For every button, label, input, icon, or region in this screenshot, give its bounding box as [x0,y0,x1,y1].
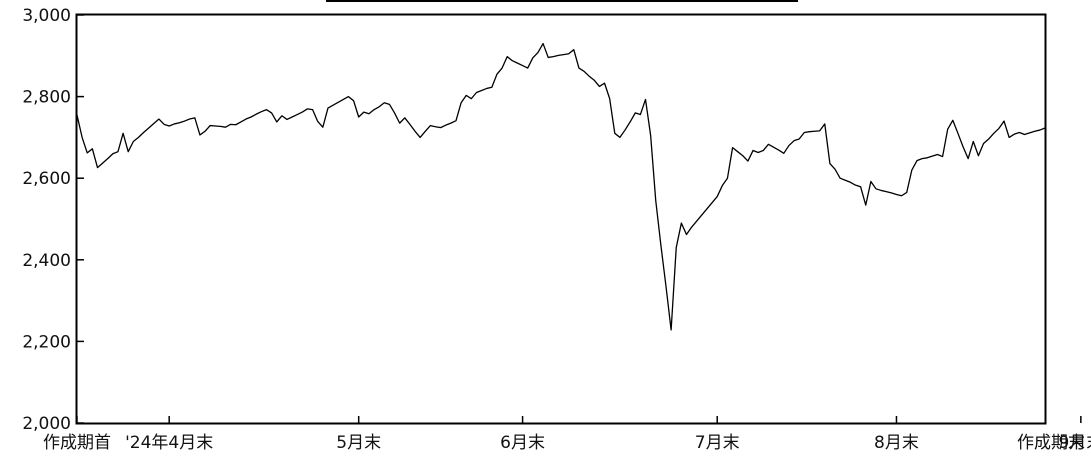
x-tick-label: 7月末 [695,433,740,453]
x-tick-label: '24年4月末 [125,433,213,453]
y-tick-label: 2,400 [22,251,71,271]
price-series-line [76,42,1046,331]
x-tick-label: 作成期首 [43,433,111,453]
x-tick-label: 作成期末 [1017,433,1085,453]
x-tick-label: 8月末 [874,433,919,453]
y-tick-label: 2,600 [22,169,71,189]
plot-area-frame [75,13,1047,425]
y-tick-label: 3,000 [22,6,71,26]
y-tick-label: 2,000 [22,414,71,434]
x-tick-label: 6月末 [500,433,545,453]
y-tick-label: 2,800 [22,88,71,108]
y-tick-label: 2,200 [22,332,71,352]
y-axis-ticks: 2,000 2,200 2,400 2,600 2,800 3,000 [22,6,84,434]
x-axis-ticks: 作成期首 '24年4月末 5月末 6月末 7月末 8月末 9月末作成期末 [43,416,1091,453]
x-tick-label: 9月末 [1058,433,1091,453]
title-bar [326,0,798,2]
x-tick-label: 5月末 [336,433,381,453]
